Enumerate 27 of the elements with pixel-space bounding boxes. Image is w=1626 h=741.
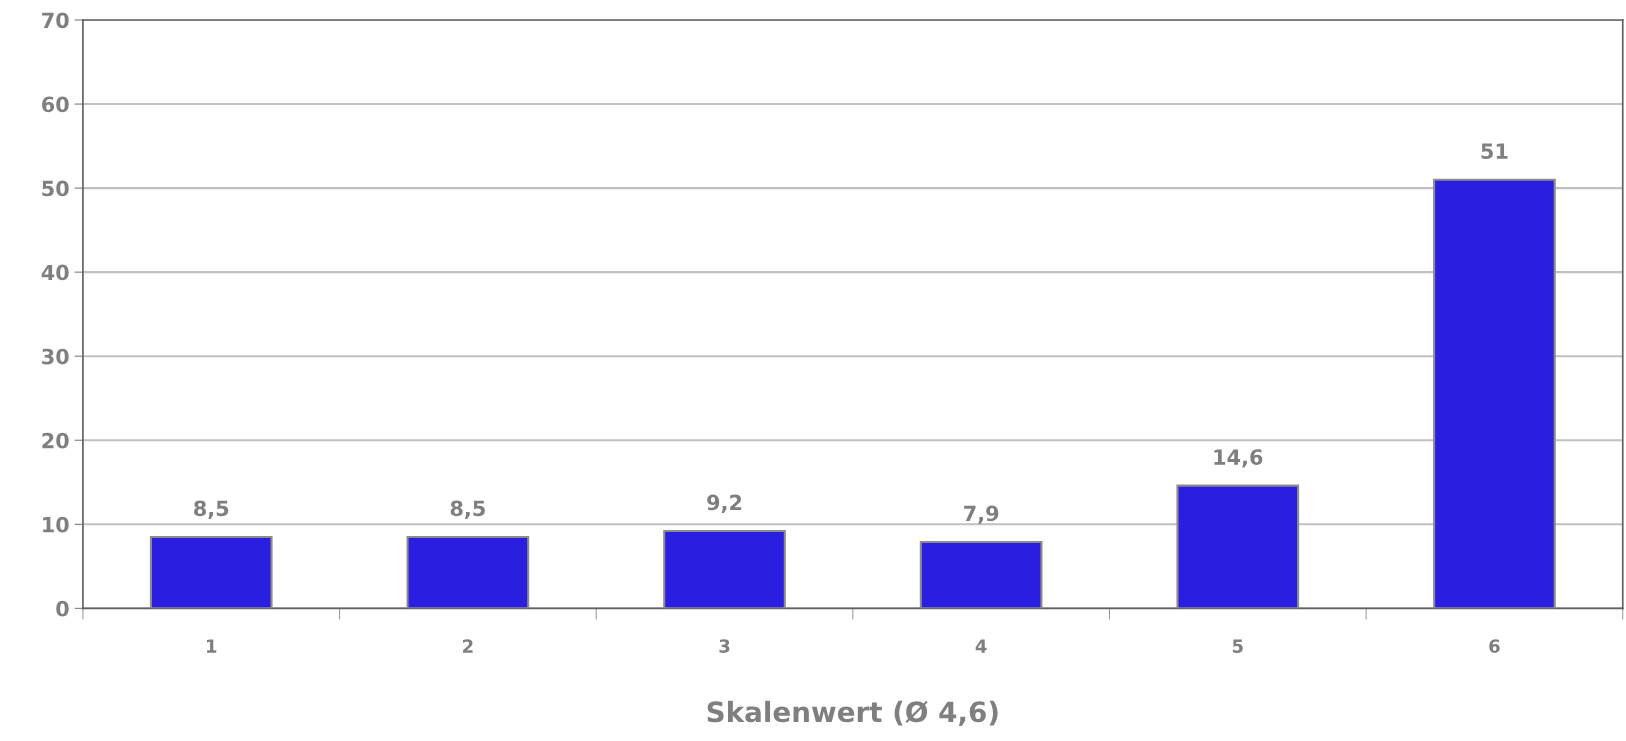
y-tick-label: 70 <box>42 12 69 29</box>
data-label: 14,6 <box>1214 449 1263 468</box>
y-tick-label: 0 <box>56 600 69 617</box>
bar <box>406 535 530 609</box>
bar <box>919 540 1043 609</box>
y-tick-label: 10 <box>43 516 69 533</box>
x-tick-label: 2 <box>463 639 473 653</box>
y-tick-label: 30 <box>42 348 69 365</box>
y-tick-label: 50 <box>42 180 69 197</box>
x-tick-label: 5 <box>1232 639 1243 653</box>
y-tick-label: 60 <box>42 96 69 113</box>
data-label: 8,5 <box>450 500 485 519</box>
y-tick-label: 40 <box>41 264 69 281</box>
data-label: 51 <box>1481 143 1508 159</box>
data-label: 8,5 <box>194 500 229 519</box>
x-tick-label: 3 <box>719 639 730 653</box>
data-label: 9,2 <box>707 494 742 513</box>
x-axis-title: Skalenwert (Ø 4,6) <box>707 700 998 726</box>
bar <box>1176 484 1300 609</box>
y-tick-label: 20 <box>42 432 69 449</box>
x-tick-label: 1 <box>207 639 217 653</box>
data-label: 7,9 <box>964 505 999 524</box>
bar <box>663 529 786 609</box>
x-tick-label: 4 <box>975 639 987 653</box>
x-tick-label: 6 <box>1489 639 1500 653</box>
bar <box>1433 178 1556 609</box>
bar <box>149 535 273 609</box>
